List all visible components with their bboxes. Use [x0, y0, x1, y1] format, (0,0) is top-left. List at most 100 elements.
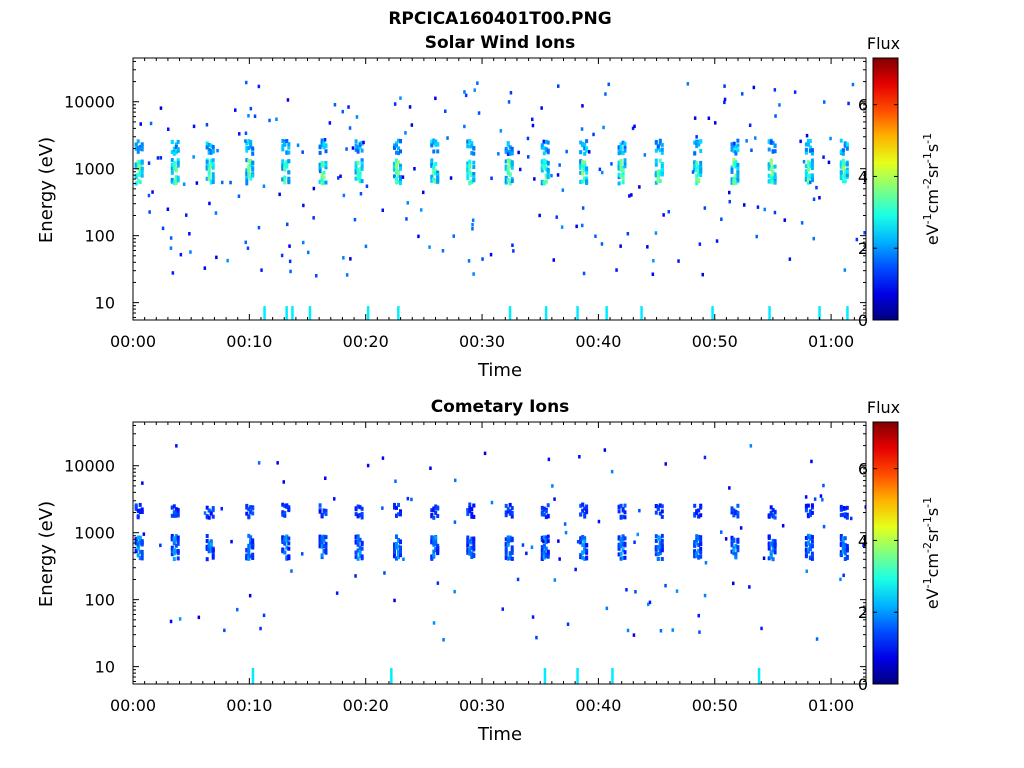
flux-pixel — [251, 167, 255, 172]
flux-pixel — [806, 167, 810, 172]
flux-pixel — [141, 481, 144, 485]
flux-pixel — [170, 534, 174, 538]
flux-pixel — [732, 546, 736, 551]
flux-pixel — [301, 552, 304, 556]
flux-pixel — [843, 174, 847, 179]
flux-pixel — [540, 512, 544, 517]
flux-pixel — [509, 91, 513, 95]
flux-pixel — [829, 136, 832, 141]
flux-pixel — [542, 165, 546, 170]
flux-pixel — [358, 171, 362, 176]
flux-pixel — [578, 455, 581, 459]
flux-pixel — [140, 553, 144, 557]
flux-pixel — [845, 543, 849, 548]
flux-pixel — [810, 556, 814, 561]
flux-pixel — [704, 561, 708, 565]
flux-pixel — [600, 242, 604, 246]
flux-pixel — [546, 160, 550, 165]
flux-pixel — [430, 139, 434, 144]
flux-pixel — [730, 178, 734, 183]
flux-pixel — [693, 116, 697, 120]
low-energy-streak — [366, 306, 370, 320]
flux-pixel — [360, 511, 364, 516]
flux-pixel — [172, 151, 176, 156]
flux-pixel — [508, 151, 512, 156]
flux-pixel — [324, 550, 328, 555]
flux-pixel — [248, 593, 252, 598]
flux-pixel — [506, 165, 510, 170]
flux-pixel — [699, 535, 703, 540]
flux-pixel — [656, 144, 660, 149]
flux-pixel — [506, 178, 510, 182]
flux-pixel — [393, 145, 396, 150]
flux-pixel — [697, 543, 701, 547]
flux-pixel — [355, 115, 359, 119]
flux-pixel — [658, 503, 662, 508]
flux-pixel — [211, 550, 215, 555]
flux-pixel — [623, 141, 627, 146]
flux-pixel — [583, 514, 587, 519]
flux-pixel — [730, 142, 734, 147]
flux-pixel — [223, 628, 226, 633]
flux-pixel — [752, 85, 756, 90]
flux-pixel — [399, 540, 402, 545]
flux-pixel — [466, 550, 470, 555]
colorbar-title: Flux — [867, 398, 900, 417]
flux-pixel — [730, 535, 734, 540]
flux-pixel — [286, 98, 290, 102]
flux-pixel — [839, 164, 843, 169]
flux-pixel — [805, 569, 808, 573]
flux-pixel — [348, 126, 352, 130]
flux-pixel — [583, 556, 587, 561]
flux-pixel — [736, 514, 740, 519]
flux-pixel — [209, 546, 213, 551]
flux-pixel — [472, 172, 476, 176]
flux-pixel — [172, 179, 176, 184]
flux-pixel — [771, 180, 775, 185]
flux-pixel — [686, 82, 690, 86]
flux-pixel — [251, 552, 255, 557]
flux-pixel — [557, 84, 560, 88]
flux-pixel — [519, 167, 522, 172]
flux-pixel — [253, 114, 257, 118]
flux-pixel — [468, 509, 472, 514]
flux-pixel — [195, 181, 199, 185]
flux-pixel — [643, 153, 647, 157]
flux-pixel — [434, 96, 437, 101]
flux-pixel — [406, 496, 410, 501]
flux-pixel — [318, 162, 322, 167]
flux-pixel — [247, 514, 251, 519]
flux-pixel — [470, 507, 474, 511]
flux-pixel — [808, 536, 812, 541]
flux-pixel — [287, 145, 291, 150]
flux-pixel — [470, 551, 474, 556]
flux-pixel — [845, 512, 849, 517]
flux-pixel — [815, 185, 818, 190]
flux-pixel — [695, 139, 699, 144]
flux-pixel — [207, 168, 211, 173]
flux-pixel — [174, 507, 178, 512]
flux-pixel — [481, 257, 484, 261]
flux-pixel — [698, 242, 702, 246]
flux-pixel — [734, 164, 738, 169]
flux-pixel — [262, 184, 266, 188]
flux-pixel — [174, 534, 178, 538]
x-tick-label: 00:30 — [459, 696, 505, 715]
flux-pixel — [579, 538, 583, 543]
flux-pixel — [617, 151, 621, 156]
flux-pixel — [818, 196, 821, 200]
flux-pixel — [654, 158, 658, 163]
flux-pixel — [471, 223, 474, 227]
flux-pixel — [318, 150, 322, 155]
flux-pixel — [588, 150, 591, 154]
flux-pixel — [585, 555, 589, 560]
flux-pixel — [544, 546, 548, 551]
flux-pixel — [470, 141, 474, 146]
flux-pixel — [583, 161, 587, 166]
flux-pixel — [436, 551, 440, 556]
flux-pixel — [506, 506, 510, 511]
flux-pixel — [170, 552, 174, 557]
flux-pixel — [767, 514, 771, 519]
flux-pixel — [318, 507, 322, 512]
flux-pixel — [320, 143, 324, 148]
